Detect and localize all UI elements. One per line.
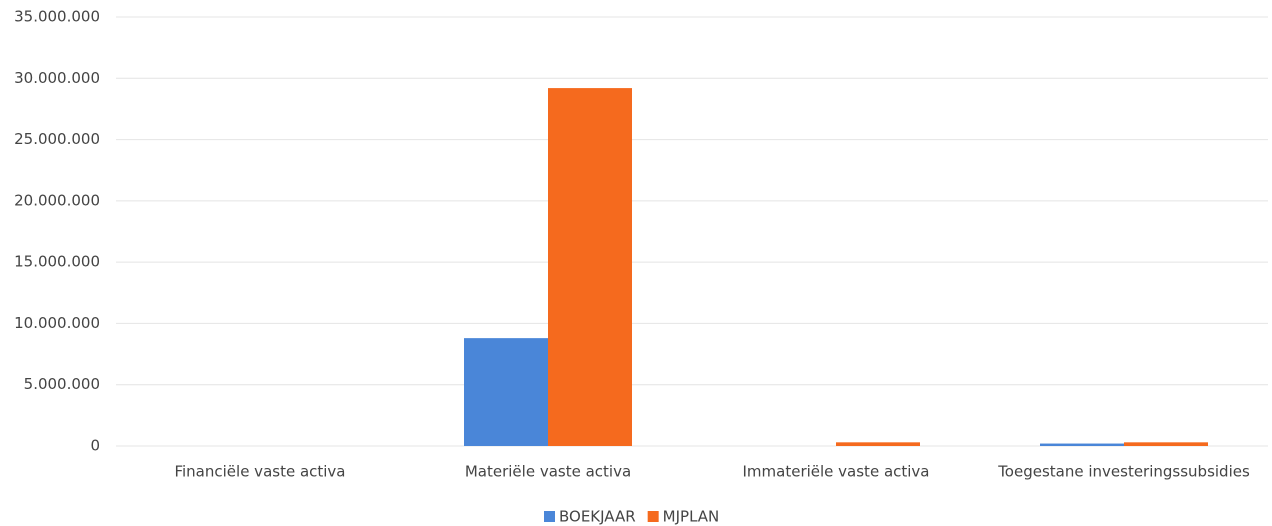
bar	[1124, 442, 1208, 446]
y-tick-label: 20.000.000	[14, 191, 100, 209]
y-tick-label: 0	[90, 437, 100, 455]
bar	[836, 442, 920, 446]
legend-swatch	[544, 511, 555, 522]
bar	[464, 338, 548, 446]
y-tick-label: 10.000.000	[14, 314, 100, 332]
x-tick-label: Financiële vaste activa	[174, 463, 345, 481]
x-tick-label: Immateriële vaste activa	[743, 463, 930, 481]
bar	[548, 88, 632, 446]
legend-label: MJPLAN	[663, 508, 720, 526]
legend-swatch	[647, 511, 659, 522]
y-tick-label: 30.000.000	[14, 69, 100, 87]
x-tick-label: Toegestane investeringssubsidies	[997, 463, 1250, 481]
x-tick-label: Materiële vaste activa	[465, 463, 631, 481]
y-tick-label: 15.000.000	[14, 253, 100, 271]
y-tick-label: 5.000.000	[24, 375, 100, 393]
y-tick-label: 35.000.000	[14, 8, 100, 26]
bar	[1040, 443, 1124, 446]
legend-label: BOEKJAAR	[559, 508, 636, 526]
y-tick-label: 25.000.000	[14, 130, 100, 148]
